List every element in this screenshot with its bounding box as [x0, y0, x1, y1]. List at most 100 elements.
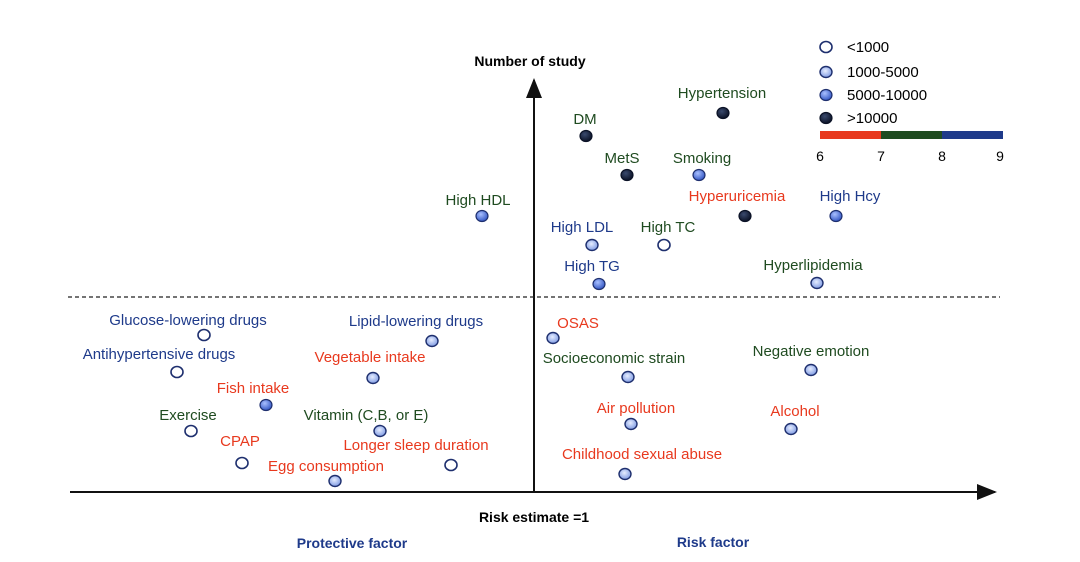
factor-marker: [620, 168, 634, 182]
factor-label: Longer sleep duration: [343, 437, 488, 454]
factor-osas: OSAS: [546, 315, 599, 345]
factor-marker: [444, 458, 458, 472]
factor-marker: [829, 209, 843, 223]
factor-marker: [621, 370, 635, 384]
factor-marker: [618, 467, 632, 481]
scale-segment-blue: [942, 131, 1003, 139]
factor-label: Socioeconomic strain: [543, 350, 686, 367]
factor-smoking: Smoking: [673, 150, 731, 182]
factor-alcohol: Alcohol: [770, 403, 820, 436]
factor-label: High TG: [564, 258, 620, 275]
legend-label: <1000: [847, 39, 889, 56]
factor-negative-emotion: Negative emotion: [753, 343, 870, 377]
factor-marker: [366, 371, 380, 385]
factor-cpap: CPAP: [220, 433, 260, 470]
factor-glucose-lowering-drugs: Glucose-lowering drugs: [109, 312, 267, 342]
factor-mets: MetS: [604, 150, 640, 182]
factor-exercise: Exercise: [159, 407, 217, 438]
factor-label: Vegetable intake: [315, 349, 426, 366]
factor-label: MetS: [604, 150, 639, 167]
legend-item-lt1000: <1000: [819, 39, 889, 56]
factor-marker: [657, 238, 671, 252]
factor-label: Negative emotion: [753, 343, 870, 360]
factor-socioeconomic-strain: Socioeconomic strain: [543, 350, 686, 384]
factor-egg-consumption: Egg consumption: [268, 458, 384, 488]
legend-label: >10000: [847, 110, 897, 127]
factor-label: CPAP: [220, 433, 260, 450]
factor-label: Childhood sexual abuse: [562, 446, 722, 463]
factor-label: High TC: [641, 219, 696, 236]
factor-label: Smoking: [673, 150, 731, 167]
factor-label: Egg consumption: [268, 458, 384, 475]
factor-label: Alcohol: [770, 403, 819, 420]
factor-antihypertensive-drugs: Antihypertensive drugs: [83, 346, 236, 379]
factor-high-hcy: High Hcy: [820, 188, 881, 223]
factor-high-tc: High TC: [641, 219, 696, 252]
legend-item-1000-5000: 1000-5000: [819, 64, 919, 81]
factor-vitamin: Vitamin (C,B, or E): [304, 407, 429, 438]
legend-item-gt10000: >10000: [819, 110, 897, 127]
factor-marker: [184, 424, 198, 438]
factor-points: Hypertension DM MetS Smoking High HDL Hy…: [83, 85, 881, 488]
factor-marker: [716, 106, 730, 120]
scale-tick: 9: [996, 148, 1004, 164]
factor-high-tg: High TG: [564, 258, 620, 291]
factor-vegetable-intake: Vegetable intake: [315, 349, 426, 385]
legend-color-scale: 6 7 8 9: [816, 131, 1004, 164]
scale-segment-green: [881, 131, 942, 139]
factor-marker: [579, 129, 593, 143]
x-axis-title: Risk estimate =1: [479, 509, 589, 525]
factor-marker: [585, 238, 599, 252]
factor-hyperlipidemia: Hyperlipidemia: [763, 257, 863, 290]
y-axis-title: Number of study: [474, 53, 585, 69]
factor-longer-sleep-duration: Longer sleep duration: [343, 437, 489, 472]
factor-label: Hypertension: [678, 85, 766, 102]
factor-dm: DM: [573, 111, 597, 143]
factor-label: Air pollution: [597, 400, 675, 417]
factor-marker: [170, 365, 184, 379]
scale-tick: 8: [938, 148, 946, 164]
factor-marker: [475, 209, 489, 223]
factor-label: Hyperuricemia: [689, 188, 786, 205]
factor-label: Glucose-lowering drugs: [109, 312, 267, 329]
scale-segment-red: [820, 131, 881, 139]
legend-marker-medium: [819, 88, 833, 102]
legend-marker-light: [819, 65, 833, 79]
factor-label: Antihypertensive drugs: [83, 346, 236, 363]
factor-marker: [804, 363, 818, 377]
factor-marker: [624, 417, 638, 431]
factor-childhood-sexual-abuse: Childhood sexual abuse: [562, 446, 722, 481]
factor-hyperuricemia: Hyperuricemia: [689, 188, 786, 223]
factor-high-hdl: High HDL: [445, 192, 511, 223]
scale-tick: 6: [816, 148, 824, 164]
factor-label: Fish intake: [217, 380, 290, 397]
factor-high-ldl: High LDL: [551, 219, 614, 252]
factor-marker: [546, 331, 560, 345]
factor-label: High LDL: [551, 219, 614, 236]
legend-marker-dark: [819, 111, 833, 125]
factor-label: Vitamin (C,B, or E): [304, 407, 429, 424]
factor-marker: [810, 276, 824, 290]
factor-marker: [373, 424, 387, 438]
scale-tick: 7: [877, 148, 885, 164]
factor-hypertension: Hypertension: [678, 85, 766, 120]
factor-label: High HDL: [445, 192, 510, 209]
legend-marker-open: [819, 40, 833, 54]
factor-fish-intake: Fish intake: [217, 380, 290, 412]
factor-marker: [592, 277, 606, 291]
factor-label: OSAS: [557, 315, 599, 332]
factor-marker: [235, 456, 249, 470]
factor-label: High Hcy: [820, 188, 881, 205]
factor-marker: [259, 398, 273, 412]
risk-factor-label: Risk factor: [677, 534, 750, 550]
legend-item-5000-10000: 5000-10000: [819, 87, 927, 104]
factor-lipid-lowering-drugs: Lipid-lowering drugs: [349, 313, 483, 348]
factor-label: Lipid-lowering drugs: [349, 313, 483, 330]
factor-air-pollution: Air pollution: [597, 400, 675, 431]
factor-label: Exercise: [159, 407, 217, 424]
factor-marker: [784, 422, 798, 436]
legend-label: 5000-10000: [847, 87, 927, 104]
factor-label: Hyperlipidemia: [763, 257, 863, 274]
